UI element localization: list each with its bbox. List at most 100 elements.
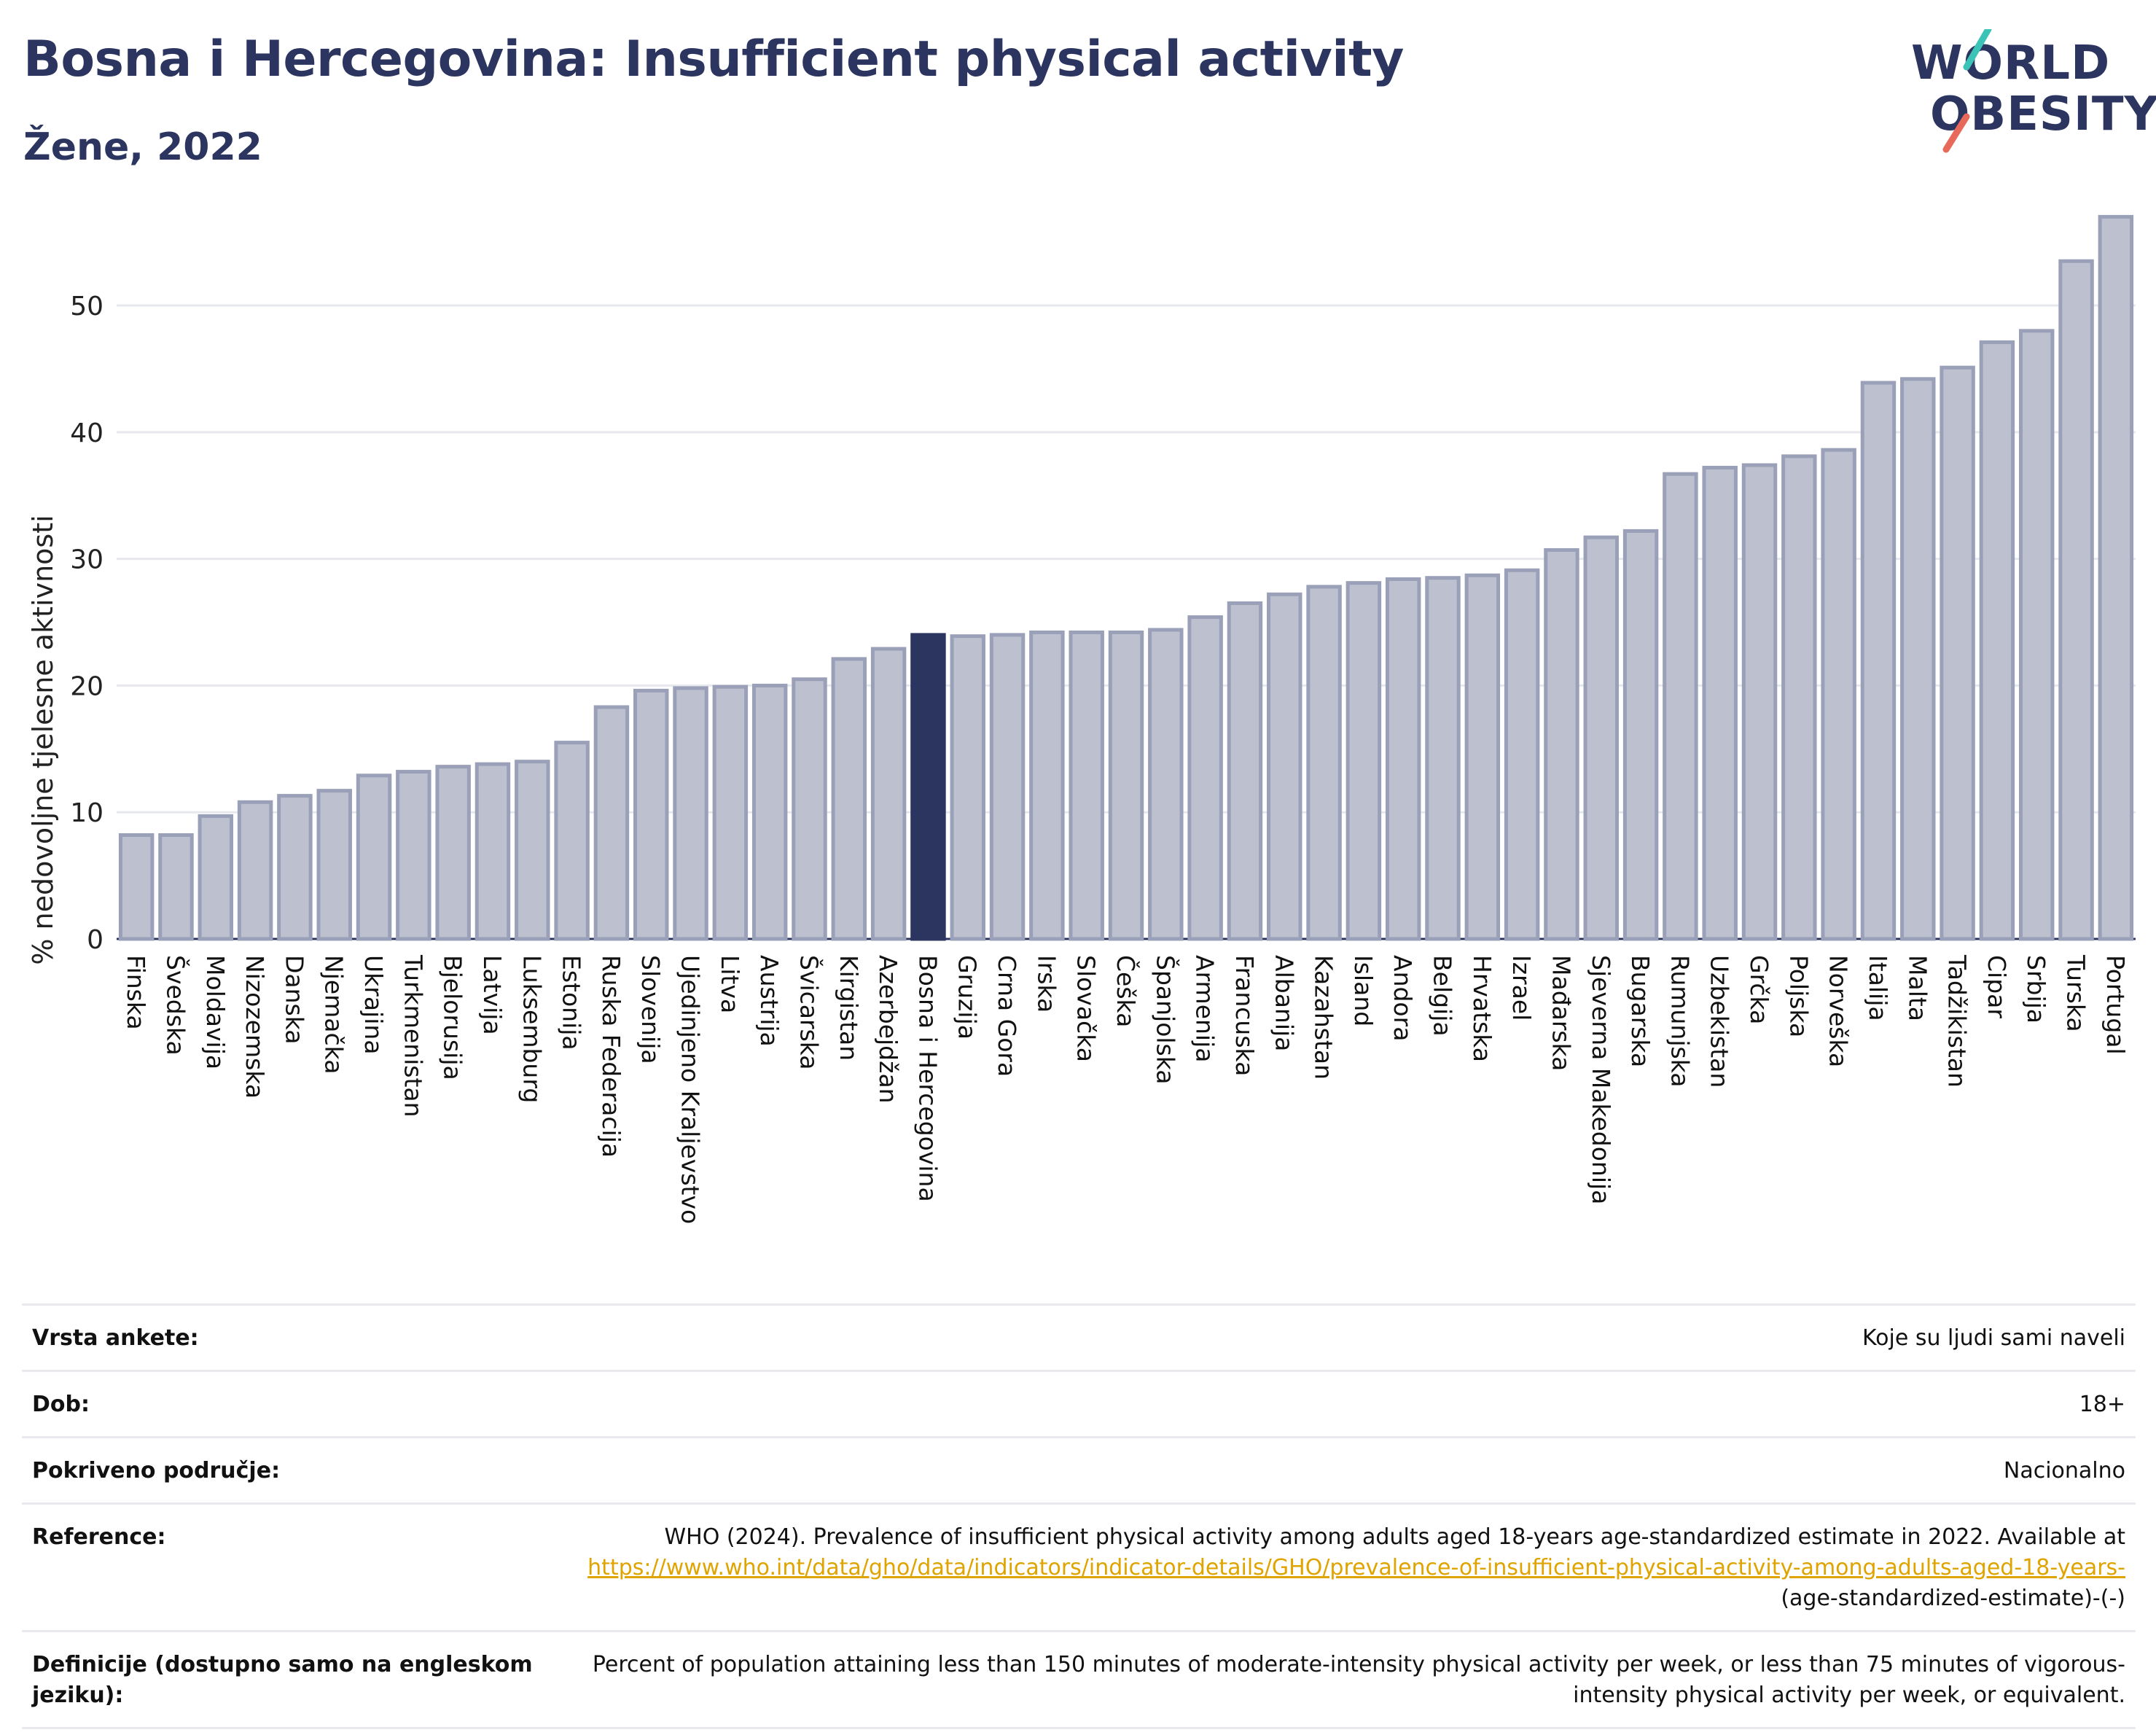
bar-bosna-i-hercegovina [910,633,946,941]
age-value: 18+ [2079,1392,2125,1417]
x-tick-label: Latvija [478,955,507,1035]
x-tick-label: Bosna i Hercegovina [913,955,942,1202]
bar-litva [712,685,749,941]
x-tick-label: Švicarska [794,955,824,1070]
bar-danska [277,794,313,941]
bar-srbija [2018,329,2055,941]
bar-estonija [554,741,590,941]
bar-belgija [1425,576,1461,941]
bar-uzbekistan [1702,465,1738,941]
bar-turkmenistan [396,770,431,941]
x-tick-label: Italija [1864,955,1892,1021]
coverage-value: Nacionalno [2003,1458,2125,1483]
x-tick-label: Gruzija [953,955,982,1040]
survey-label: Vrsta ankete: [32,1325,199,1351]
info-row-definition: Definicije (dostupno samo na engleskom j… [22,1630,2136,1729]
x-tick-label: Nizozemska [241,955,269,1099]
info-table: Vrsta ankete: Koje su ljudi sami naveli … [22,1303,2136,1729]
bar-albanija [1267,592,1302,941]
x-tick-label: Slovačka [1072,955,1101,1062]
x-tick-label: Bugarska [1626,955,1655,1067]
info-row-reference: Reference: WHO (2024). Prevalence of ins… [22,1502,2136,1630]
bar-island [1345,581,1382,941]
definition-label: Definicije (dostupno samo na engleskom j… [32,1652,533,1708]
bar-švicarska [792,677,827,941]
x-tick-label: Francuska [1230,955,1259,1076]
x-tick-label: Moldavija [201,955,230,1069]
bar-hrvatska [1464,573,1501,941]
bar-irska [1029,630,1065,941]
x-tick-label: Malta [1903,955,1932,1021]
bar-crna-gora [989,633,1026,941]
coverage-label: Pokriveno područje: [32,1458,281,1483]
x-tick-label: Ruska Federacija [597,955,625,1158]
bar-turska [2058,259,2094,941]
bar-kazahstan [1306,585,1342,941]
info-row-age: Dob: 18+ [22,1370,2136,1436]
x-tick-label: Sjeverna Makedonija [1587,955,1615,1204]
reference-value: WHO (2024). Prevalence of insufficient p… [557,1522,2125,1614]
bar-izrael [1504,568,1540,941]
bar-norveška [1821,448,1856,941]
x-tick-label: Hrvatska [1468,955,1496,1062]
x-tick-label: Albanija [1270,955,1298,1051]
y-tick-label: 50 [70,292,103,321]
x-tick-label: Crna Gora [993,955,1021,1077]
bar-italija [1860,381,1897,941]
definition-value: Percent of population attaining less tha… [592,1652,2125,1708]
x-tick-label: Turska [2062,954,2090,1032]
x-tick-label: Srbija [2022,955,2050,1024]
info-row-coverage: Pokriveno područje: Nacionalno [22,1436,2136,1502]
reference-label: Reference: [32,1524,166,1550]
info-row-survey: Vrsta ankete: Koje su ljudi sami naveli [22,1303,2136,1370]
x-tick-label: Island [1349,955,1378,1026]
reference-link[interactable]: https://www.who.int/data/gho/data/indica… [587,1555,2125,1580]
bar-njemačka [316,789,352,941]
x-tick-label: Poljska [1784,955,1813,1037]
bar-kirgistan [831,657,867,941]
x-tick-label: Armenija [1191,955,1219,1063]
bar-austrija [751,683,788,941]
y-axis-label: % nedovoljne tjelesne aktivnosti [27,515,59,964]
x-tick-label: Kazahstan [1310,955,1338,1080]
x-tick-label: Danska [280,955,308,1045]
y-tick-label: 30 [70,545,103,575]
bar-slovenija [633,688,669,941]
x-tick-label: Bjelorusija [439,955,467,1080]
y-tick-label: 10 [70,798,103,828]
x-tick-label: Izrael [1507,955,1536,1021]
y-tick-label: 20 [70,671,103,701]
x-tick-label: Kirgistan [835,955,863,1061]
x-tick-label: Mađarska [1547,955,1575,1071]
bar-chart: 0 10 20 30 40 50 Finska Švedska Moldavija Nizoze… [27,214,2136,1224]
x-tick-label: Portugal [2101,955,2130,1055]
bar-ujedinjeno-kraljevstvo [673,686,708,941]
bar-rumunjska [1663,472,1698,941]
bar-španjolska [1148,628,1184,941]
bar-gruzija [950,634,985,941]
logo-line-1: WORLD [1911,36,2111,90]
bar-luksemburg [515,760,550,941]
bar-armenija [1187,615,1223,941]
x-tick-label: Ukrajina [359,955,388,1055]
x-tick-label: Azerbejdžan [874,955,902,1104]
bar-bjelorusija [435,765,471,941]
x-tick-label: Tadžikistan [1943,954,1972,1088]
x-tick-label: Luksemburg [517,955,546,1103]
x-tick-label: Irska [1032,955,1061,1013]
x-tick-label: Grčka [1745,955,1773,1024]
x-tick-label: Rumunjska [1665,955,1694,1087]
age-label: Dob: [32,1392,90,1417]
survey-value: Koje su ljudi sami naveli [1862,1325,2125,1351]
bar-bugarska [1622,529,1659,941]
x-tick-label: Njemačka [320,955,348,1074]
bar-andora [1385,577,1421,941]
reference-tail: (age-standardized-estimate)-(-) [1781,1586,2125,1611]
bar-finska [118,833,155,941]
bar-slovačka [1069,630,1104,941]
page-title: Bosna i Hercegovina: Insufficient physic… [23,31,1404,88]
x-tick-label: Cipar [1983,955,2011,1018]
x-tick-label: Austrija [755,955,784,1047]
bar-grčka [1741,463,1778,941]
x-tick-label: Ujedinjeno Kraljevstvo [676,955,705,1224]
